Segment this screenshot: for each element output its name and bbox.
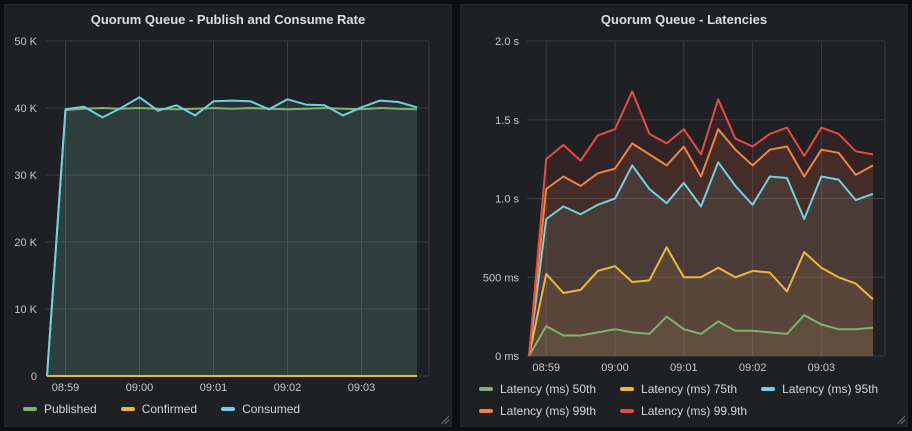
- legend-label: Consumed: [242, 402, 301, 416]
- x-tick-label: 09:00: [126, 382, 154, 394]
- legend: Published Confirmed Consumed: [5, 396, 451, 426]
- x-tick-label: 09:01: [200, 382, 228, 394]
- x-tick-label: 09:03: [348, 382, 376, 394]
- y-tick-label: 30 K: [14, 170, 37, 182]
- panel-resize-handle-icon[interactable]: [896, 415, 905, 424]
- series-area: [47, 108, 417, 376]
- legend-item[interactable]: Consumed: [221, 400, 300, 418]
- legend-label: Latency (ms) 50th: [500, 382, 597, 396]
- legend-item[interactable]: Latency (ms) 75th: [620, 380, 737, 398]
- panel-publish-consume-rate: Quorum Queue - Publish and Consume Rate …: [4, 4, 452, 427]
- x-tick-label: 08:59: [52, 382, 80, 394]
- legend-item[interactable]: Latency (ms) 99.9th: [620, 402, 747, 420]
- x-tick-label: 09:03: [808, 362, 836, 374]
- y-tick-label: 50 K: [14, 36, 37, 48]
- x-tick-label: 09:01: [670, 362, 698, 374]
- y-tick-label: 0: [31, 371, 37, 383]
- y-tick-label: 2.0 s: [495, 36, 519, 48]
- series-line: [528, 90, 874, 357]
- series-area: [529, 91, 873, 357]
- series-line: [46, 96, 418, 377]
- panel-latencies: Quorum Queue - Latencies 0 ms 500 ms 1.0 s…: [460, 4, 908, 427]
- y-tick-label: 1.0 s: [495, 194, 519, 206]
- legend-label: Latency (ms) 99th: [500, 404, 597, 418]
- series-line: [528, 314, 874, 357]
- legend-item[interactable]: Latency (ms) 50th: [479, 380, 596, 398]
- series-line: [528, 246, 874, 357]
- legend-swatch-icon: [221, 407, 236, 411]
- y-tick-label: 500 ms: [483, 272, 520, 284]
- legend-swatch-icon: [120, 407, 135, 411]
- plot-area: 0 10 K 20 K 30 K 40 K 50 K 08:59 09:00 09:01 09:0…: [5, 33, 451, 396]
- legend-swatch-icon: [479, 409, 493, 413]
- y-tick-label: 20 K: [14, 237, 37, 249]
- legend-item[interactable]: Latency (ms) 99th: [479, 402, 596, 420]
- legend-swatch-icon: [620, 387, 635, 391]
- legend: Latency (ms) 50th Latency (ms) 75th Latenc…: [461, 376, 907, 426]
- y-tick-label: 40 K: [14, 103, 37, 115]
- legend-swatch-icon: [761, 387, 776, 391]
- chart-canvas[interactable]: 0 10 K 20 K 30 K 40 K 50 K 08:59 09:00 09:01 09:0…: [5, 33, 451, 396]
- series-area: [529, 129, 873, 356]
- legend-label: Latency (ms) 95th: [782, 382, 879, 396]
- panel-title[interactable]: Quorum Queue - Latencies: [600, 12, 768, 27]
- chart-canvas[interactable]: 0 ms 500 ms 1.0 s 1.5 s 2.0 s 08:59 09:00 09:01…: [461, 33, 907, 376]
- x-tick-label: 09:02: [274, 382, 302, 394]
- y-tick-label: 0 ms: [495, 351, 519, 363]
- y-tick-label: 1.5 s: [495, 115, 519, 127]
- series-area: [529, 315, 873, 356]
- legend-swatch-icon: [620, 409, 635, 413]
- y-tick-label: 10 K: [14, 304, 37, 316]
- series-area: [529, 162, 873, 356]
- legend-label: Confirmed: [141, 402, 198, 416]
- series-line: [528, 161, 874, 357]
- legend-item[interactable]: Latency (ms) 95th: [761, 380, 878, 398]
- series-area: [47, 97, 417, 377]
- panel-title[interactable]: Quorum Queue - Publish and Consume Rate: [90, 12, 366, 27]
- plot-area: 0 ms 500 ms 1.0 s 1.5 s 2.0 s 08:59 09:00 09:01…: [461, 33, 907, 376]
- legend-label: Published: [44, 402, 97, 416]
- x-tick-label: 09:00: [601, 362, 629, 374]
- panel-resize-handle-icon[interactable]: [440, 415, 449, 424]
- legend-label: Latency (ms) 75th: [641, 382, 738, 396]
- legend-swatch-icon: [479, 387, 493, 391]
- x-tick-label: 09:02: [739, 362, 767, 374]
- legend-label: Latency (ms) 99.9th: [641, 404, 748, 418]
- legend-swatch-icon: [23, 407, 37, 411]
- x-tick-label: 08:59: [532, 362, 560, 374]
- legend-item[interactable]: Published: [23, 400, 97, 418]
- legend-item[interactable]: Confirmed: [120, 400, 198, 418]
- series-line: [528, 128, 874, 357]
